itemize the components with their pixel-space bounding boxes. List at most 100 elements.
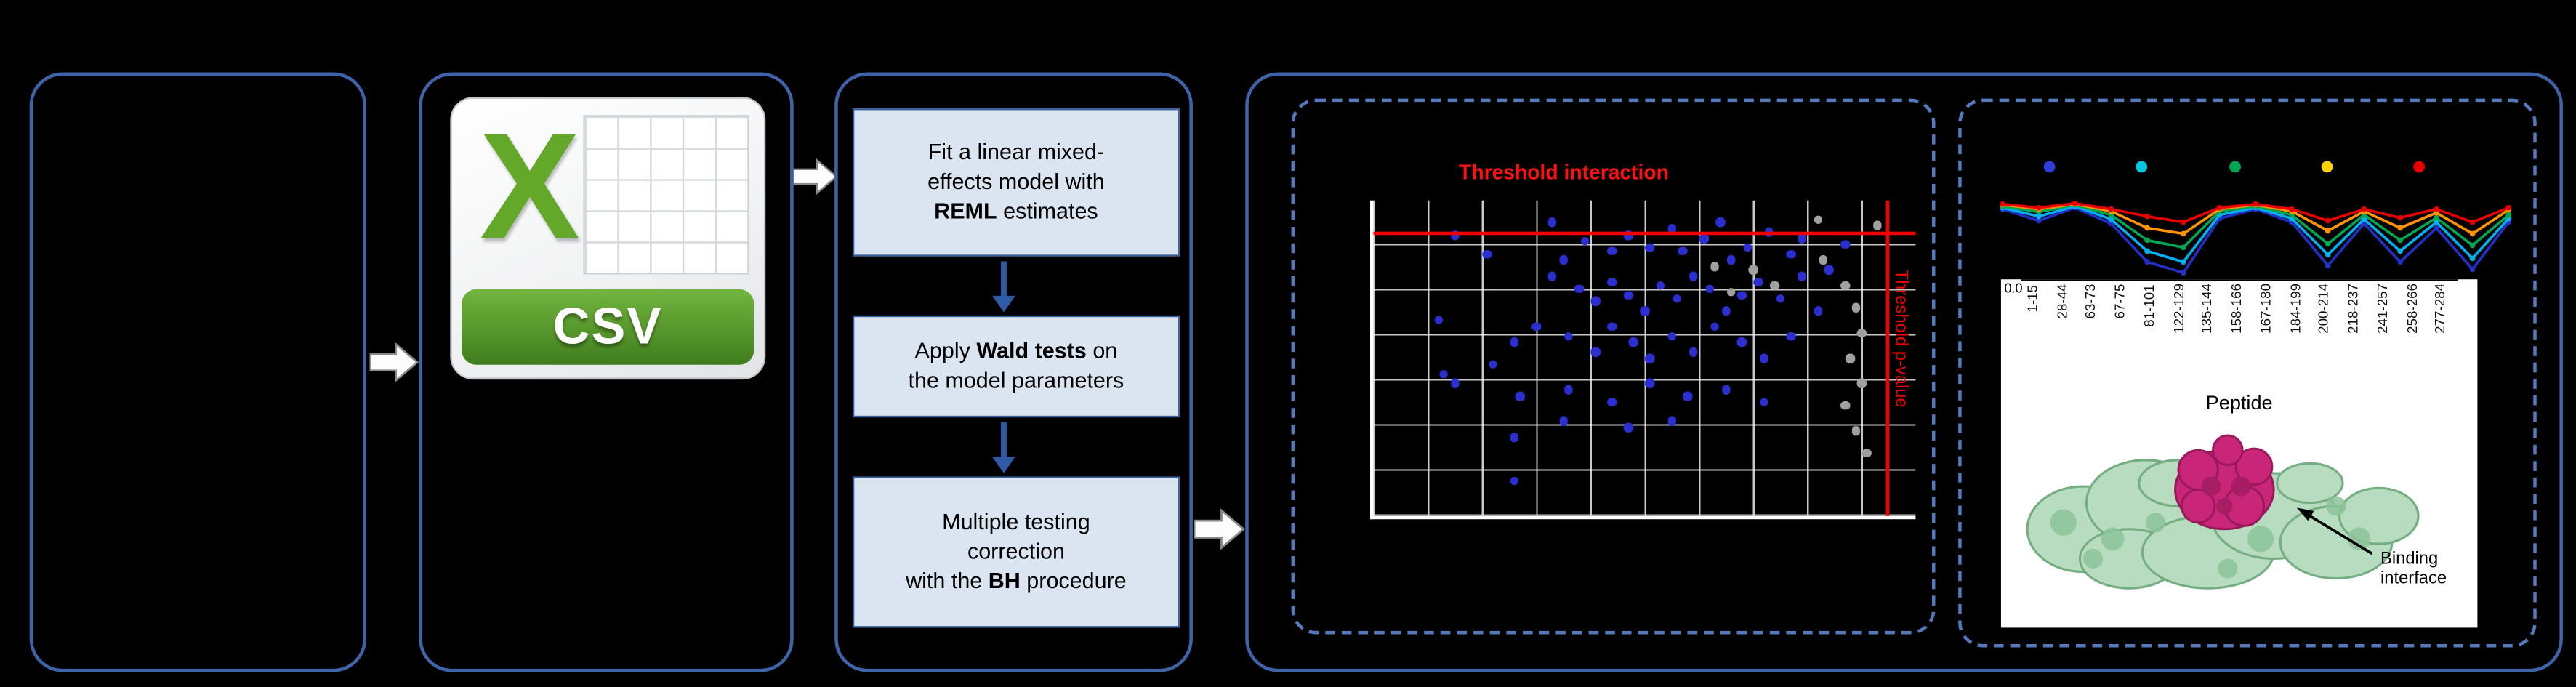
scatter-point bbox=[1851, 303, 1861, 313]
step-text-segment: estimates bbox=[997, 198, 1098, 224]
scatter-point bbox=[1607, 322, 1617, 332]
scatter-point bbox=[1667, 224, 1676, 233]
scatter-point bbox=[1689, 271, 1698, 281]
scatter-point bbox=[1689, 347, 1698, 357]
scatter-point bbox=[1580, 236, 1590, 246]
uptake-point bbox=[2469, 230, 2476, 237]
series-color-dots-row bbox=[2043, 161, 2426, 173]
scatter-point bbox=[1667, 332, 1676, 341]
uptake-point bbox=[2180, 259, 2186, 265]
scatter-point bbox=[1748, 265, 1758, 275]
panel-csv-input: X CSV bbox=[419, 72, 794, 672]
scatter-point bbox=[1607, 398, 1617, 407]
scatter-point bbox=[1558, 255, 1568, 265]
scatter-point bbox=[1856, 379, 1867, 388]
peptide-axis-label: 122-129 bbox=[2169, 284, 2186, 334]
step-text-segment-bold: Wald tests bbox=[976, 339, 1087, 363]
scatter-point bbox=[1640, 306, 1649, 316]
scatter-point bbox=[1563, 385, 1574, 395]
peptide-axis-label: 241-257 bbox=[2373, 284, 2391, 334]
peptide-axis-label: 28-44 bbox=[2053, 284, 2070, 320]
uptake-point bbox=[2144, 237, 2150, 244]
binding-interface-annotation: Binding interface bbox=[2380, 548, 2447, 589]
panel-statistical-pipeline: Fit a linear mixed- effects model with R… bbox=[834, 72, 1193, 672]
uptake-point bbox=[2397, 214, 2404, 221]
scatter-point bbox=[1840, 401, 1850, 411]
csv-banner-label: CSV bbox=[461, 288, 755, 364]
uptake-point bbox=[2434, 225, 2439, 231]
flow-arrow-icon bbox=[793, 158, 838, 195]
y-axis-tick: 0.0 bbox=[2004, 281, 2023, 296]
spreadsheet-grid-icon bbox=[582, 115, 749, 276]
uptake-line-chart bbox=[2000, 200, 2512, 276]
threshold-pvalue-label: Threshold p-value bbox=[1891, 269, 1911, 408]
series-color-dot bbox=[2413, 161, 2426, 173]
protein-structure-image bbox=[2026, 434, 2420, 590]
scatter-point bbox=[1558, 417, 1568, 426]
uptake-point bbox=[2434, 219, 2439, 225]
peptide-axis-label: 158-166 bbox=[2228, 284, 2245, 334]
uptake-point bbox=[2361, 216, 2367, 222]
series-color-dot bbox=[2321, 161, 2333, 173]
scatter-point bbox=[1726, 287, 1736, 297]
peptide-axis-label: 258-266 bbox=[2402, 284, 2420, 334]
scatter-point bbox=[1819, 255, 1828, 265]
scatter-point bbox=[1547, 271, 1557, 281]
peptide-axis-label: 277-284 bbox=[2431, 284, 2449, 334]
step-text-line: correction bbox=[859, 537, 1173, 566]
x-axis-line bbox=[2021, 279, 2458, 281]
uptake-point bbox=[2325, 241, 2331, 247]
scatter-point bbox=[1824, 265, 1834, 275]
scatter-point bbox=[1742, 243, 1752, 253]
scatter-point bbox=[1607, 246, 1617, 256]
step-text-line: with the BH procedure bbox=[859, 567, 1173, 596]
uptake-point bbox=[2505, 212, 2512, 218]
uptake-point bbox=[2036, 217, 2042, 224]
scatter-point bbox=[1450, 379, 1460, 388]
scatter-point bbox=[1840, 240, 1850, 249]
scatter-point bbox=[1656, 281, 1666, 291]
scatter-points-layer bbox=[1374, 201, 1916, 516]
uptake-point bbox=[2397, 259, 2404, 265]
scatter-point bbox=[1645, 353, 1655, 363]
peptide-axis-label: 200-214 bbox=[2315, 284, 2333, 334]
uptake-point bbox=[2180, 230, 2186, 237]
scatter-point bbox=[1813, 214, 1823, 224]
step-text-segment: on bbox=[1086, 339, 1118, 363]
uptake-line-series bbox=[2002, 206, 2510, 275]
results-scatter-section: Threshold interaction Threshold p-value bbox=[1291, 98, 1936, 635]
step-text-line: Multiple testing bbox=[859, 508, 1173, 537]
panel-results: Threshold interaction Threshold p-value … bbox=[1245, 72, 2563, 672]
peptide-axis-label: 63-73 bbox=[2082, 284, 2099, 320]
scatter-point bbox=[1710, 262, 1720, 272]
uptake-point bbox=[2325, 228, 2331, 234]
scatter-point bbox=[1433, 316, 1444, 325]
uptake-point bbox=[2325, 217, 2331, 224]
peptide-axis-labels: 1-15 28-44 63-73 67-75 81-101 122-129 135-144 1… bbox=[2024, 284, 2461, 383]
series-color-dot bbox=[2228, 161, 2240, 173]
scatter-point bbox=[1515, 391, 1525, 401]
step-down-arrow-icon bbox=[992, 422, 1015, 473]
uptake-point bbox=[2397, 248, 2404, 254]
scatter-point bbox=[1759, 398, 1768, 407]
scatter-point bbox=[1851, 426, 1861, 435]
uptake-point bbox=[2180, 244, 2186, 251]
uptake-point bbox=[2000, 201, 2006, 207]
step-text-segment: Apply bbox=[914, 339, 977, 363]
scatter-point bbox=[1710, 322, 1720, 332]
step-box-fit-model: Fit a linear mixed- effects model with R… bbox=[853, 108, 1180, 257]
scatter-point bbox=[1510, 432, 1519, 442]
step-text-line: effects model with bbox=[859, 168, 1173, 197]
scatter-point bbox=[1563, 332, 1574, 341]
scatter-point bbox=[1721, 385, 1731, 395]
peptide-axis-panel: 0.0 1-15 28-44 63-73 67-75 81-101 122-129 135-… bbox=[2000, 279, 2478, 628]
scatter-point bbox=[1786, 249, 1796, 259]
uptake-point bbox=[2469, 219, 2476, 225]
uptake-point bbox=[2434, 214, 2439, 221]
uptake-point bbox=[2505, 204, 2512, 211]
uptake-point bbox=[2072, 200, 2078, 206]
step-text-line: the model parameters bbox=[859, 366, 1173, 395]
scatter-point bbox=[1629, 337, 1638, 347]
